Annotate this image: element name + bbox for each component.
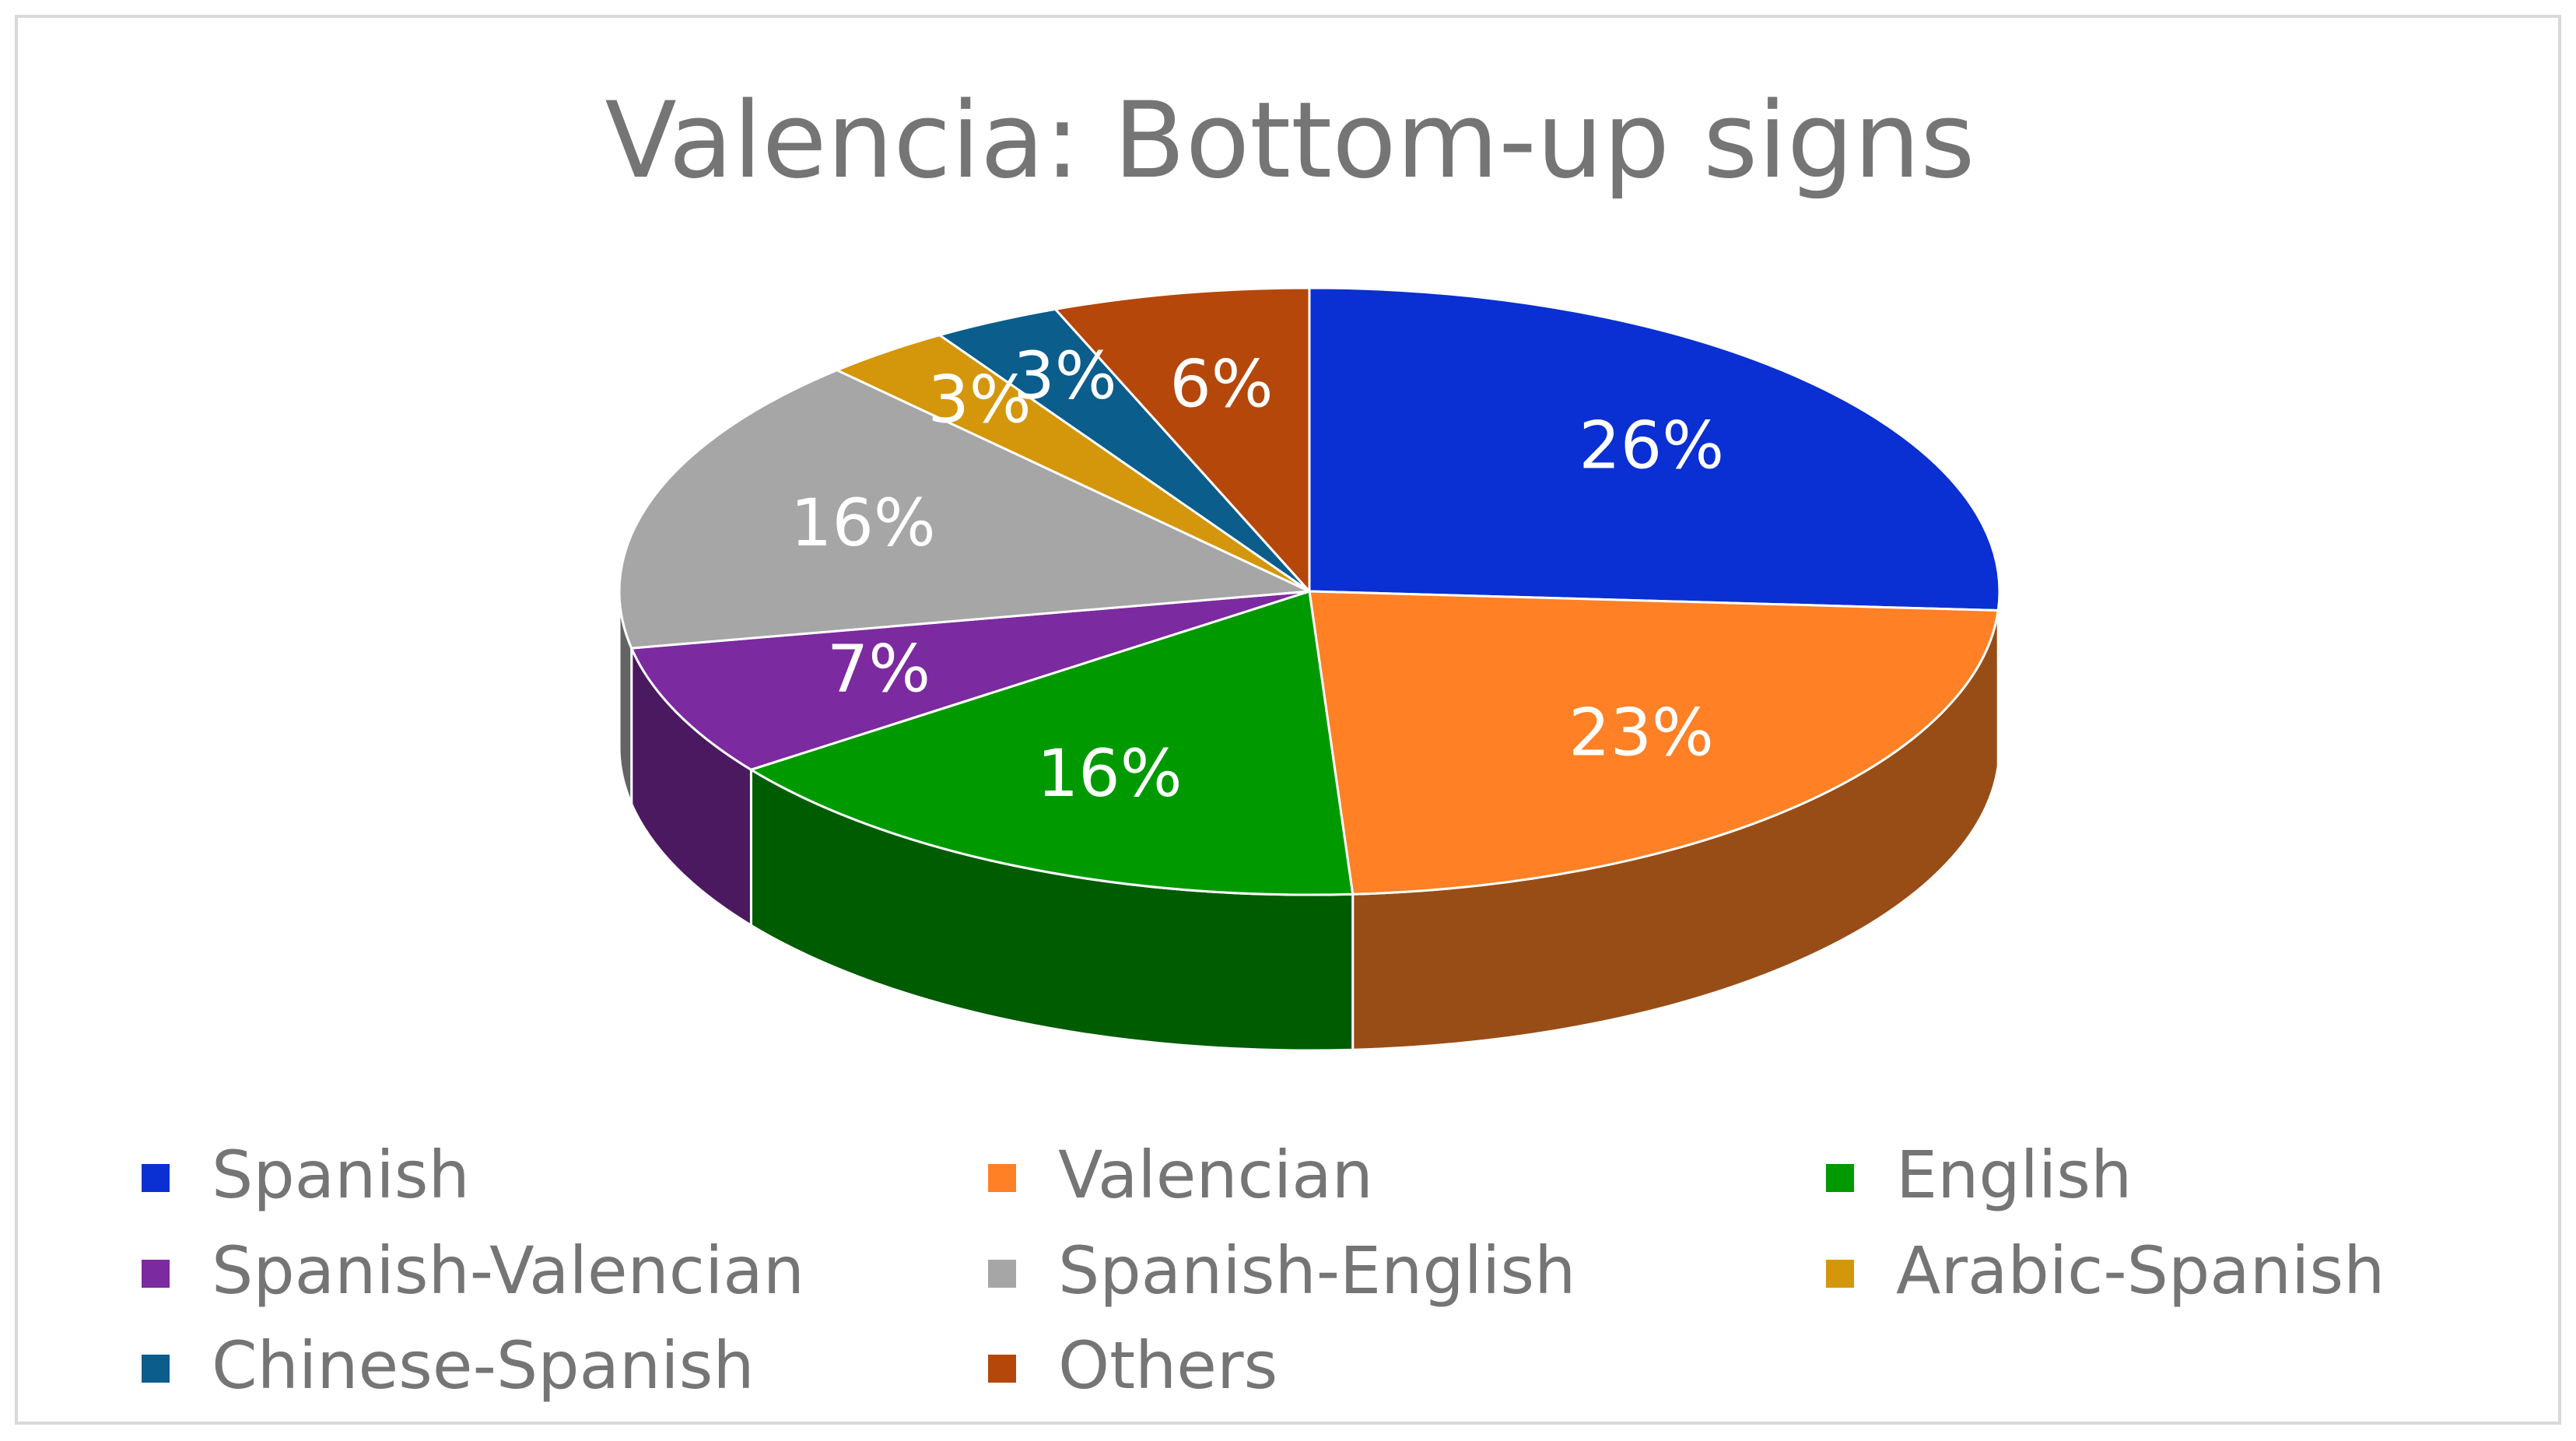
legend-swatch [988, 1260, 1016, 1288]
legend-label: Valencian [1058, 1137, 1373, 1213]
legend-label: Spanish-English [1058, 1232, 1575, 1309]
slice [748, 590, 1355, 896]
data-label: 7% [827, 630, 931, 706]
legend-label: Spanish-Valencian [212, 1232, 804, 1309]
legend-swatch [142, 1164, 170, 1192]
legend-label: English [1896, 1137, 2132, 1213]
data-label: 26% [1579, 407, 1724, 483]
data-label: 3% [927, 362, 1031, 438]
legend-swatch [1826, 1260, 1854, 1288]
slice [629, 590, 1310, 771]
legend-swatch [142, 1355, 170, 1383]
slice [1308, 286, 2001, 612]
slice [1053, 286, 1311, 594]
data-label: 23% [1568, 694, 1714, 770]
data-label: 16% [1037, 735, 1183, 812]
chart-title: Valencia: Bottom-up signs [605, 79, 1975, 202]
legend-label: Spanish [212, 1137, 470, 1213]
data-label: 3% [1013, 338, 1116, 414]
data-label: 16% [790, 485, 936, 561]
legend-label: Chinese-Spanish [212, 1327, 755, 1404]
slice [618, 369, 1314, 650]
legend-swatch [988, 1355, 1016, 1383]
slice [1308, 590, 1999, 896]
legend: Spanish Valencian English Spanish-Valencian… [142, 1137, 2385, 1404]
legend-swatch [142, 1260, 170, 1288]
legend-swatch [988, 1164, 1016, 1192]
pie: 26% 23% 16% 7% 16% 3%3% 6% [618, 286, 2001, 1052]
legend-swatch [1826, 1164, 1854, 1192]
data-label: 6% [1169, 345, 1273, 422]
legend-label: Arabic-Spanish [1896, 1232, 2385, 1309]
legend-label: Others [1058, 1327, 1277, 1404]
